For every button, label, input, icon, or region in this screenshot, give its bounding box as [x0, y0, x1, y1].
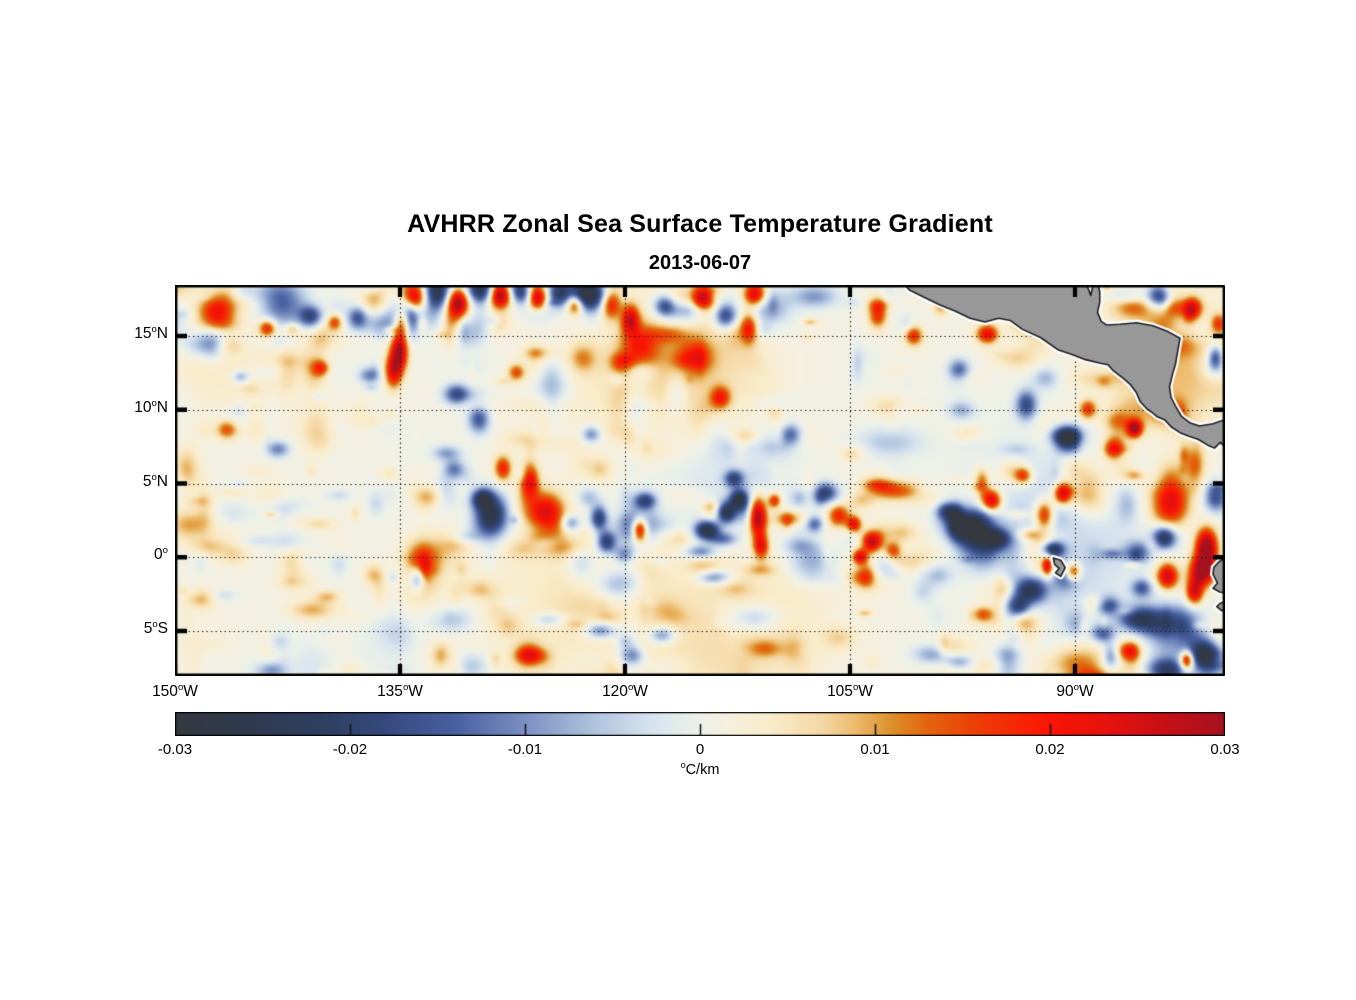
- y-axis-tick-label: 5oN: [142, 471, 168, 490]
- colorbar-gradient: [175, 712, 1225, 736]
- degree-symbol: o: [151, 323, 157, 335]
- degree-symbol: o: [852, 681, 859, 693]
- degree-symbol: o: [162, 545, 168, 557]
- degree-symbol: o: [151, 471, 157, 483]
- degree-symbol: o: [402, 681, 409, 693]
- colorbar-tick-label: -0.02: [332, 741, 368, 758]
- colorbar-unit-text: C/km: [685, 762, 720, 778]
- x-axis-tick-label: 135oW: [377, 681, 423, 700]
- x-axis-tick-label: 120oW: [602, 681, 648, 700]
- degree-symbol: o: [1073, 681, 1079, 693]
- sst-gradient-map: [175, 285, 1225, 676]
- colorbar-tick-label: -0.03: [157, 741, 193, 758]
- colorbar-tick-label: -0.01: [507, 741, 543, 758]
- colorbar-unit-label: oC/km: [175, 760, 1225, 778]
- degree-symbol: o: [177, 681, 184, 693]
- x-axis-tick-label: 150oW: [152, 681, 198, 700]
- degree-symbol: o: [627, 681, 634, 693]
- chart-title: AVHRR Zonal Sea Surface Temperature Grad…: [407, 210, 993, 238]
- y-axis-tick-label: 15oN: [134, 323, 168, 343]
- degree-symbol: o: [152, 618, 158, 630]
- colorbar-tick-label: 0: [695, 741, 705, 758]
- x-axis-tick-label: 105oW: [827, 681, 873, 700]
- chart-date-subtitle: 2013-06-07: [648, 252, 752, 274]
- x-axis-tick-label: 90oW: [1056, 681, 1094, 700]
- y-axis-tick-label: 10oN: [134, 397, 168, 416]
- degree-symbol: o: [151, 397, 157, 409]
- colorbar-tick-label: 0.01: [860, 741, 890, 758]
- colorbar-tick-label: 0.03: [1210, 741, 1240, 758]
- y-axis-tick-label: 5oS: [143, 618, 168, 637]
- colorbar-tick-label: 0.02: [1035, 741, 1065, 758]
- y-axis-tick-label: 0o: [154, 545, 168, 564]
- degree-symbol: o: [680, 760, 686, 771]
